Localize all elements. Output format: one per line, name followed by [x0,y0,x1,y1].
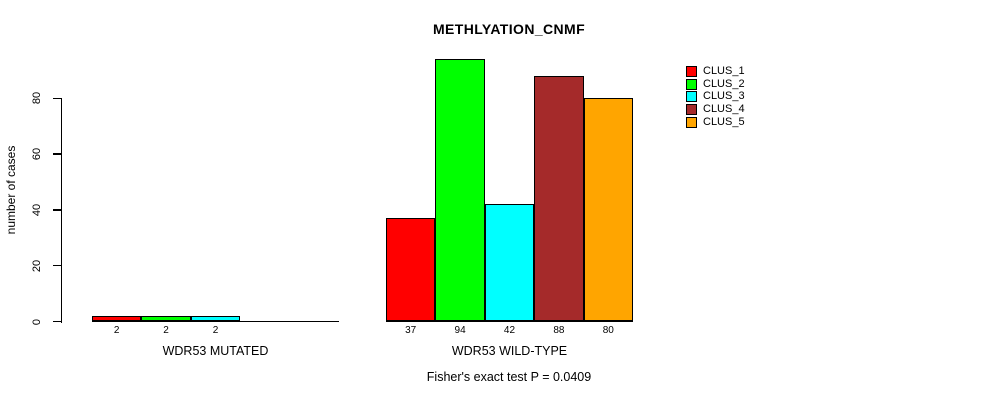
legend-item-clus_4: CLUS_4 [686,103,745,116]
y-tick-label: 0 [31,318,43,325]
y-axis-title: number of cases [4,145,18,235]
y-axis-tick [52,153,61,155]
bar-clus_2-group2 [435,59,485,322]
x-baseline [386,320,633,323]
legend-item-clus_1: CLUS_1 [686,65,745,78]
bar-value-label: 42 [503,325,516,336]
legend: CLUS_1 CLUS_2 CLUS_3 CLUS_4 CLUS_5 [686,65,745,129]
x-baseline [92,320,339,323]
legend-item-clus_3: CLUS_3 [686,91,745,104]
y-axis-line [60,98,62,323]
bar-value-label: 2 [163,325,169,336]
legend-label: CLUS_2 [703,77,745,90]
chart-title: METHLYATION_CNMF [432,21,586,37]
y-tick-label: 60 [31,147,43,161]
legend-label: CLUS_3 [703,90,745,103]
bar-clus_1-group2 [386,218,436,322]
legend-swatch-clus_5 [686,117,697,129]
bar-clus_4-group2 [534,75,584,322]
bar-clus_3-group1 [190,315,241,322]
legend-swatch-clus_3 [686,91,697,103]
legend-label: CLUS_1 [703,64,745,77]
x-group-label: WDR53 MUTATED [162,344,269,358]
x-group-label: WDR53 WILD-TYPE [451,344,568,358]
y-axis-tick [52,97,61,100]
bar-value-label: 88 [553,325,565,336]
bar-value-label: 2 [212,325,219,336]
bar-value-label: 80 [602,325,614,336]
bar-clus_3-group2 [484,204,535,322]
bar-clus_2-group1 [141,315,191,322]
legend-item-clus_5: CLUS_5 [686,116,745,129]
y-tick-label: 80 [31,92,43,105]
y-tick-label: 40 [31,203,43,217]
legend-label: CLUS_5 [703,116,745,129]
y-axis-tick [52,209,61,211]
bar-value-label: 94 [454,325,466,336]
bar-clus_5-group2 [583,98,633,322]
bar-clus_1-group1 [92,315,142,322]
y-tick-label: 20 [31,259,43,272]
legend-swatch-clus_4 [686,104,697,116]
legend-swatch-clus_1 [686,65,697,77]
y-axis-tick [52,320,61,323]
bar-value-label: 2 [113,325,120,336]
bar-value-label: 37 [405,325,417,336]
stat-annotation: Fisher's exact test P = 0.0409 [426,370,592,384]
legend-label: CLUS_4 [703,103,745,116]
y-axis-tick [52,264,61,267]
legend-swatch-clus_2 [686,78,697,90]
legend-item-clus_2: CLUS_2 [686,78,745,91]
